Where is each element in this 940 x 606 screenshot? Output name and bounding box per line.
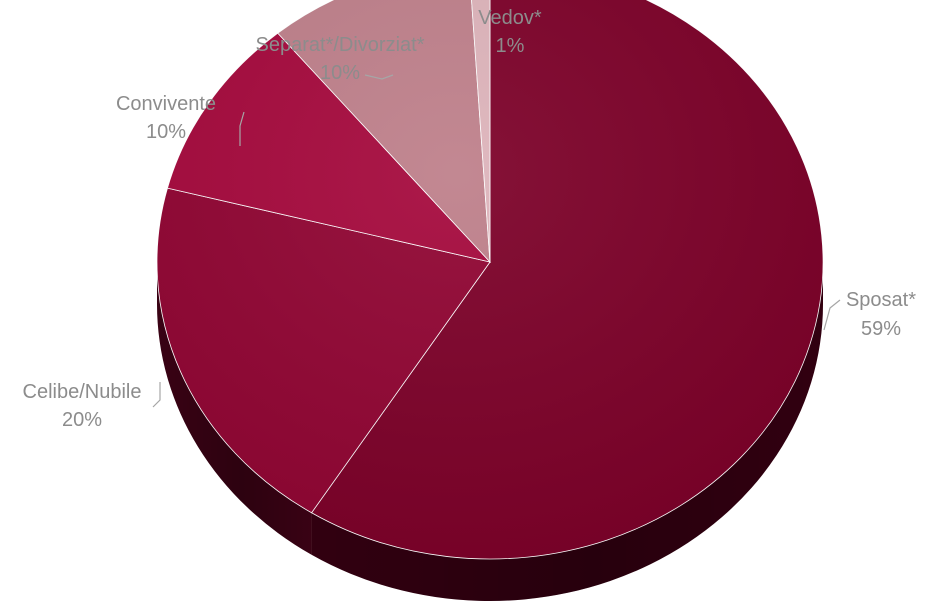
slice-label-sposat: Sposat* [846,289,916,311]
slice-value-convivente: 10% [146,121,186,143]
slice-value-separat-divorziat: 10% [320,62,360,84]
slice-value-sposat: 59% [861,318,901,340]
slice-label-celibe-nubile: Celibe/Nubile [23,381,142,403]
pie-labels: Sposat* 59% Celibe/Nubile 20% Convivente 10% S… [23,7,917,431]
slice-value-celibe-nubile: 20% [62,409,102,431]
slice-label-convivente: Convivente [116,93,216,115]
slice-label-separat-divorziat: Separat*/Divorziat* [256,34,425,56]
leader-line-separat-divorziat [364,74,394,80]
pie-top [156,0,824,560]
pie-side-shade-sposat [311,262,823,602]
slice-value-vedov: 1% [496,35,525,57]
leader-line-celibe-nubile [152,382,161,408]
leader-line-sposat [823,299,841,331]
slice-label-vedov: Vedov* [478,7,542,29]
pie-leaders [152,74,841,408]
pie-top-highlight [157,0,823,559]
pie-side-shade-celibe-nubile [157,262,312,555]
pie-sides [157,262,823,602]
leader-line-convivente [239,111,245,146]
